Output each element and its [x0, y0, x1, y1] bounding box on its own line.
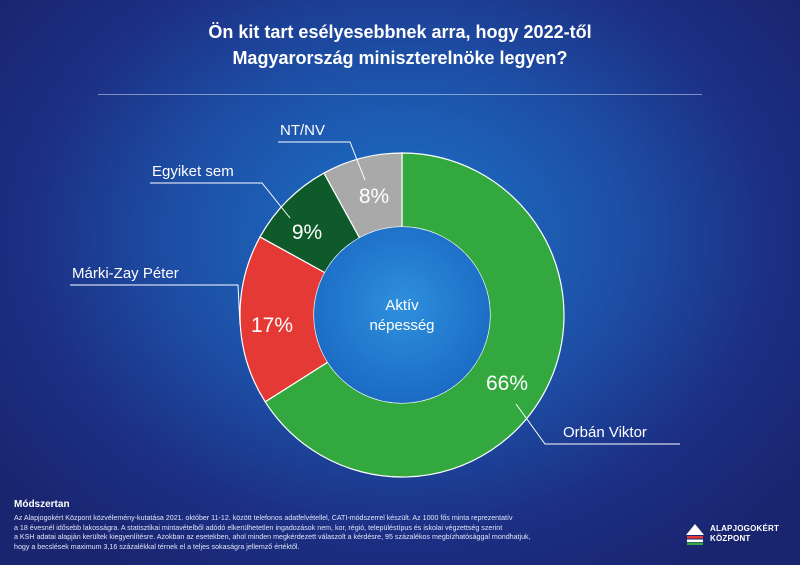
leader-line-egyiket-sem [150, 182, 291, 219]
methodology-title: Módszertan [14, 499, 70, 510]
methodology-line-3: a KSH adatai alapján kerültek kiegyenlít… [14, 533, 531, 542]
methodology-line-4: hogy a becslések maximum 3,16 százalékka… [14, 542, 300, 551]
value-label-orban: 66% [486, 372, 528, 395]
alapjogokert-logo-icon [686, 524, 704, 545]
methodology-line-2: a 18 évesnél idősebb lakosságra. A stati… [14, 523, 503, 532]
center-label-line-1: Aktív [385, 297, 419, 314]
alapjogokert-logo: ALAPJOGOKÉRT KÖZPONT [683, 520, 793, 548]
category-label-orban: Orbán Viktor [563, 424, 647, 441]
logo-text: ALAPJOGOKÉRT KÖZPONT [710, 524, 779, 544]
logo-line-1: ALAPJOGOKÉRT [710, 524, 780, 533]
category-label-marki-zay: Márki-Zay Péter [72, 265, 179, 282]
title-line-2: Magyarország miniszterelnöke legyen? [232, 48, 568, 68]
value-label-ntnv: 8% [359, 185, 389, 208]
category-label-ntnv: NT/NV [280, 122, 325, 139]
methodology-section: Módszertan Az Alapjogokért Központ közvé… [14, 499, 654, 552]
logo-line-2: KÖZPONT [710, 534, 751, 543]
value-label-egyiket-sem: 9% [292, 221, 322, 244]
donut-slices [239, 152, 565, 478]
title-line-1: Ön kit tart esélyesebbnek arra, hogy 202… [208, 22, 592, 42]
value-label-marki-zay: 17% [251, 314, 293, 337]
donut-hole [314, 227, 490, 403]
center-label-line-2: népesség [369, 317, 434, 334]
chart-title: Ön kit tart esélyesebbnek arra, hogy 202… [0, 19, 800, 71]
methodology-line-1: Az Alapjogokért Központ közvélemény-kuta… [14, 514, 513, 522]
leader-line-marki-zay [70, 284, 241, 326]
leader-line-ntnv [278, 141, 366, 181]
leader-line-orban [515, 403, 680, 445]
title-divider [98, 94, 702, 95]
category-label-egyiket-sem: Egyiket sem [152, 163, 234, 180]
methodology-text: Az Alapjogokért Központ közvélemény-kuta… [14, 514, 654, 552]
